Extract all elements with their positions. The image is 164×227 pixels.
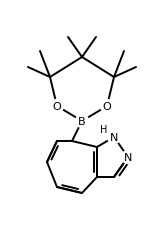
Circle shape (107, 131, 121, 144)
Text: O: O (53, 101, 61, 111)
Circle shape (75, 115, 89, 128)
Text: N: N (110, 132, 118, 142)
Circle shape (51, 100, 63, 113)
Circle shape (101, 100, 113, 113)
Text: B: B (78, 116, 86, 126)
Text: O: O (103, 101, 111, 111)
Circle shape (122, 151, 134, 164)
Text: H: H (100, 124, 108, 134)
Text: N: N (124, 152, 132, 162)
